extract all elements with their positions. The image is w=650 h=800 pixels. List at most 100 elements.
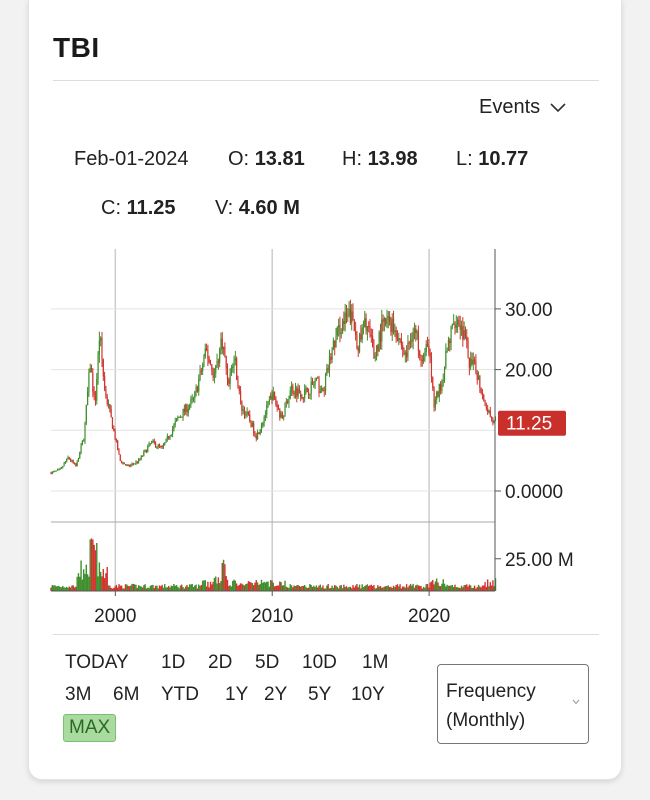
candle-body xyxy=(183,408,185,412)
volume-bar xyxy=(220,581,222,591)
events-dropdown[interactable]: Events xyxy=(479,96,566,119)
range-6m[interactable]: 6M xyxy=(113,684,140,705)
candle-body xyxy=(162,445,165,447)
volume-bar xyxy=(322,585,324,591)
candle-body xyxy=(242,409,244,411)
candle-body xyxy=(392,318,395,332)
candle-body xyxy=(152,440,154,442)
volume-bar xyxy=(307,587,310,591)
candle-body xyxy=(457,319,459,325)
range-2d[interactable]: 2D xyxy=(208,652,233,673)
candle-body xyxy=(420,355,422,360)
range-1y[interactable]: 1Y xyxy=(225,684,249,705)
ohlc-volume: V: 4.60 M xyxy=(215,197,300,219)
candle-body xyxy=(75,463,77,467)
volume-bar xyxy=(200,584,203,591)
candle-body xyxy=(98,340,100,354)
candle-body xyxy=(222,346,225,350)
volume-bar xyxy=(93,544,95,591)
volume-bar xyxy=(339,585,341,591)
candle-body xyxy=(255,435,257,439)
volume-bar xyxy=(59,586,61,591)
candle-body xyxy=(266,405,268,415)
candle-body xyxy=(479,376,481,388)
volume-bar xyxy=(153,588,155,591)
volume-bar xyxy=(207,581,209,591)
volume-bar xyxy=(472,587,474,591)
range-3m[interactable]: 3M xyxy=(65,684,92,705)
volume-bar xyxy=(79,576,81,591)
volume-bar xyxy=(347,587,349,591)
candle-body xyxy=(256,432,259,439)
volume-bar xyxy=(294,586,297,591)
candle-body xyxy=(403,349,405,355)
volume-bar xyxy=(245,584,247,591)
range-max[interactable]: MAX xyxy=(63,714,117,742)
range-5y[interactable]: 5Y xyxy=(308,684,332,705)
candle-body xyxy=(481,392,484,396)
frequency-value: (Monthly) xyxy=(446,710,526,731)
range-5d[interactable]: 5D xyxy=(255,652,280,673)
volume-bar xyxy=(188,584,191,591)
volume-bar xyxy=(373,585,375,591)
range-today[interactable]: TODAY xyxy=(65,652,129,673)
candle-body xyxy=(272,391,274,401)
candle-body xyxy=(228,379,230,384)
candle-body xyxy=(306,387,308,392)
candle-body xyxy=(358,334,361,352)
volume-bar xyxy=(481,585,484,591)
candle-body xyxy=(426,344,429,346)
candle-body xyxy=(280,413,282,418)
candle-body xyxy=(421,359,423,362)
candle-body xyxy=(92,372,94,392)
candle-body xyxy=(121,460,123,464)
volume-bar xyxy=(390,586,392,591)
candle-body xyxy=(239,390,242,401)
volume-bar xyxy=(62,585,64,591)
range-10d[interactable]: 10D xyxy=(302,652,337,673)
candle-body xyxy=(139,458,141,460)
range-ytd[interactable]: YTD xyxy=(161,684,199,705)
candle-body xyxy=(310,381,312,394)
volume-bar xyxy=(368,586,370,591)
volume-bar xyxy=(284,580,286,591)
volume-bar xyxy=(468,584,471,591)
candle-body xyxy=(292,385,294,394)
volume-bar xyxy=(343,584,345,591)
candle-body xyxy=(208,358,210,363)
volume-bar xyxy=(489,582,491,591)
volume-bar xyxy=(370,584,373,591)
candle-body xyxy=(413,328,416,332)
volume-bar xyxy=(446,584,448,591)
candle-body xyxy=(357,347,359,352)
candle-body xyxy=(297,388,299,397)
candle-body xyxy=(314,380,316,385)
frequency-label: Frequency xyxy=(446,681,536,702)
candle-body xyxy=(284,402,286,417)
price-volume-chart[interactable]: 0.0000 20.00 30.00 25.00 M 2000 2010 2020 11.25 xyxy=(29,0,623,640)
volume-bar xyxy=(318,585,320,591)
candle-body xyxy=(438,383,440,397)
frequency-select[interactable]: Frequency (Monthly) xyxy=(437,664,589,744)
candle-body xyxy=(205,348,208,350)
candle-body xyxy=(471,358,473,365)
range-10y[interactable]: 10Y xyxy=(351,684,385,705)
volume-bar xyxy=(488,586,490,591)
candle-body xyxy=(79,451,81,458)
candle-body xyxy=(229,373,231,384)
volume-bar xyxy=(141,587,144,591)
candle-body xyxy=(318,378,320,394)
range-1m[interactable]: 1M xyxy=(362,652,389,673)
range-1d[interactable]: 1D xyxy=(161,652,186,673)
candle-body xyxy=(230,367,233,374)
volume-bar xyxy=(273,586,276,591)
volume-bar xyxy=(73,587,76,591)
candle-body xyxy=(445,351,447,368)
volume-bar xyxy=(215,576,217,591)
range-2y[interactable]: 2Y xyxy=(264,684,288,705)
candle-body xyxy=(97,353,99,379)
volume-bar xyxy=(306,588,308,591)
candle-body xyxy=(417,331,419,351)
chevron-down-icon xyxy=(550,102,566,112)
candle-body xyxy=(494,419,497,421)
